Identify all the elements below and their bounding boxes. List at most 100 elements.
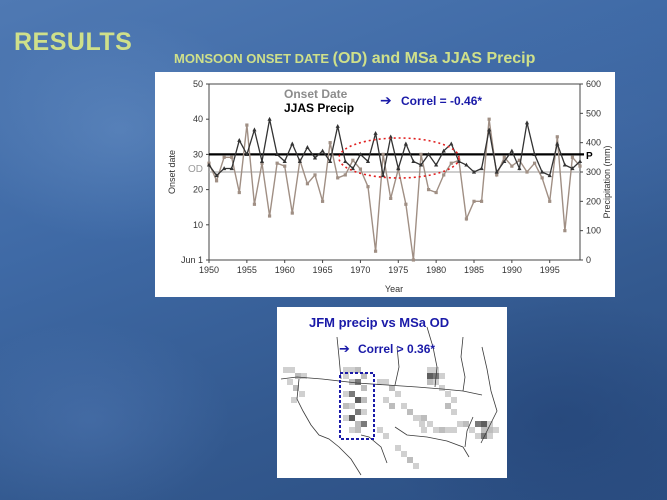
onset-point (222, 166, 227, 171)
correlation-cell (451, 397, 457, 403)
x-tick-label: 1950 (199, 265, 219, 275)
correlation-cell (421, 427, 427, 433)
y-tick-label-right: 500 (586, 108, 601, 118)
x-tick-label: 1995 (540, 265, 560, 275)
correlation-cell (361, 397, 367, 403)
precip-point (305, 182, 310, 186)
correlation-cell (355, 409, 361, 415)
correlation-cell (457, 421, 463, 427)
highlight-ellipse (338, 137, 460, 179)
correlation-cell (433, 379, 439, 385)
correlation-cell (349, 427, 355, 433)
correlation-cell (293, 385, 299, 391)
precip-point (320, 199, 325, 203)
precip-point (267, 214, 272, 218)
onset-point (577, 159, 583, 164)
correlation-cell (419, 421, 425, 427)
precip-point (328, 141, 332, 145)
precip-point (411, 258, 416, 262)
correlation-cell (469, 427, 475, 433)
map-borders (280, 326, 498, 476)
legend-jjas-precip: JJAS Precip (284, 101, 354, 115)
correlation-cell (493, 427, 499, 433)
correlation-cell (289, 367, 295, 373)
onset-point (305, 145, 310, 149)
precip-point (351, 158, 355, 162)
onset-point (456, 159, 461, 164)
y-tick-label-right: 600 (586, 79, 601, 89)
precip-point (389, 196, 393, 200)
onset-point (434, 162, 439, 167)
onset-point (487, 127, 492, 132)
legend-onset-date: Onset Date (284, 87, 348, 101)
onset-point (570, 166, 575, 171)
correlation-cell (407, 409, 413, 415)
onset-point (290, 141, 295, 146)
onset-point (403, 141, 408, 146)
correlation-cell (401, 403, 407, 409)
precip-point (578, 164, 582, 168)
precip-point (252, 202, 257, 206)
precip-point (548, 199, 552, 203)
correlation-cell (355, 427, 361, 433)
y-tick-label-right: 0 (586, 255, 591, 265)
onset-point (381, 173, 386, 178)
onset-point (373, 130, 378, 135)
correl-annotation: Correl = -0.46* (401, 94, 482, 108)
onset-point (275, 152, 280, 156)
onset-point (494, 169, 499, 174)
correlation-cell (383, 379, 389, 385)
correlation-cell (481, 427, 487, 433)
correlation-cell (439, 373, 445, 379)
correlation-cell (415, 415, 421, 421)
correlation-cell (377, 379, 383, 385)
onset-point (244, 152, 249, 156)
precip-point (283, 164, 287, 168)
slide-title: RESULTS (14, 28, 133, 56)
precip-point (419, 152, 423, 156)
correlation-cell (433, 427, 439, 433)
correlation-cell (355, 379, 361, 385)
onset-point (562, 162, 567, 167)
timeseries-chart-panel: Jun 1 10 20 30 40 50 0 100 200 300 400 500 600 1950 19… (155, 72, 615, 297)
onset-point (479, 166, 484, 171)
onset-point (441, 148, 446, 153)
y-tick-label-left: Jun 1 (181, 255, 203, 265)
correlation-map-panel: JFM precip vs MSa OD ➔ Correl > 0.36* (277, 307, 507, 478)
arrow-icon: ➔ (339, 342, 350, 357)
correlation-cell (349, 379, 355, 385)
map-title: JFM precip vs MSa OD (309, 315, 449, 330)
correlation-cell (487, 433, 493, 439)
correlation-cell (361, 385, 367, 391)
correlation-map: JFM precip vs MSa OD ➔ Correl > 0.36* (280, 315, 499, 476)
precip-point (517, 158, 522, 162)
correlation-cell (383, 433, 389, 439)
correlation-cell (349, 403, 355, 409)
onset-point (449, 141, 454, 146)
correlation-cell (301, 373, 307, 379)
onset-point (555, 141, 560, 146)
correlation-cell (427, 373, 433, 379)
y-axis-label-right: Precipitation (mm) (602, 145, 612, 218)
highlight-box (339, 372, 375, 440)
correlation-cell (291, 397, 297, 403)
precip-point (487, 117, 491, 121)
chart-heading: MONSOON ONSET DATE (OD) and MSa JJAS Pre… (174, 50, 535, 68)
precip-point (570, 155, 575, 159)
precip-point (525, 170, 529, 174)
precip-point (336, 176, 340, 180)
precip-point (442, 173, 446, 177)
y-tick-label-left: 40 (193, 114, 203, 124)
correlation-cell (349, 367, 355, 373)
correlation-cell (295, 373, 301, 379)
correlation-cell (361, 373, 367, 379)
od-reference-label: OD (188, 164, 203, 175)
correlation-cell (355, 367, 361, 373)
y-tick-label-left: 50 (193, 79, 203, 89)
precip-point (366, 185, 370, 189)
onset-point (547, 173, 552, 178)
correlation-cell (401, 451, 407, 457)
precip-point (472, 199, 476, 203)
onset-point (282, 159, 287, 164)
correlation-cell (475, 433, 481, 439)
